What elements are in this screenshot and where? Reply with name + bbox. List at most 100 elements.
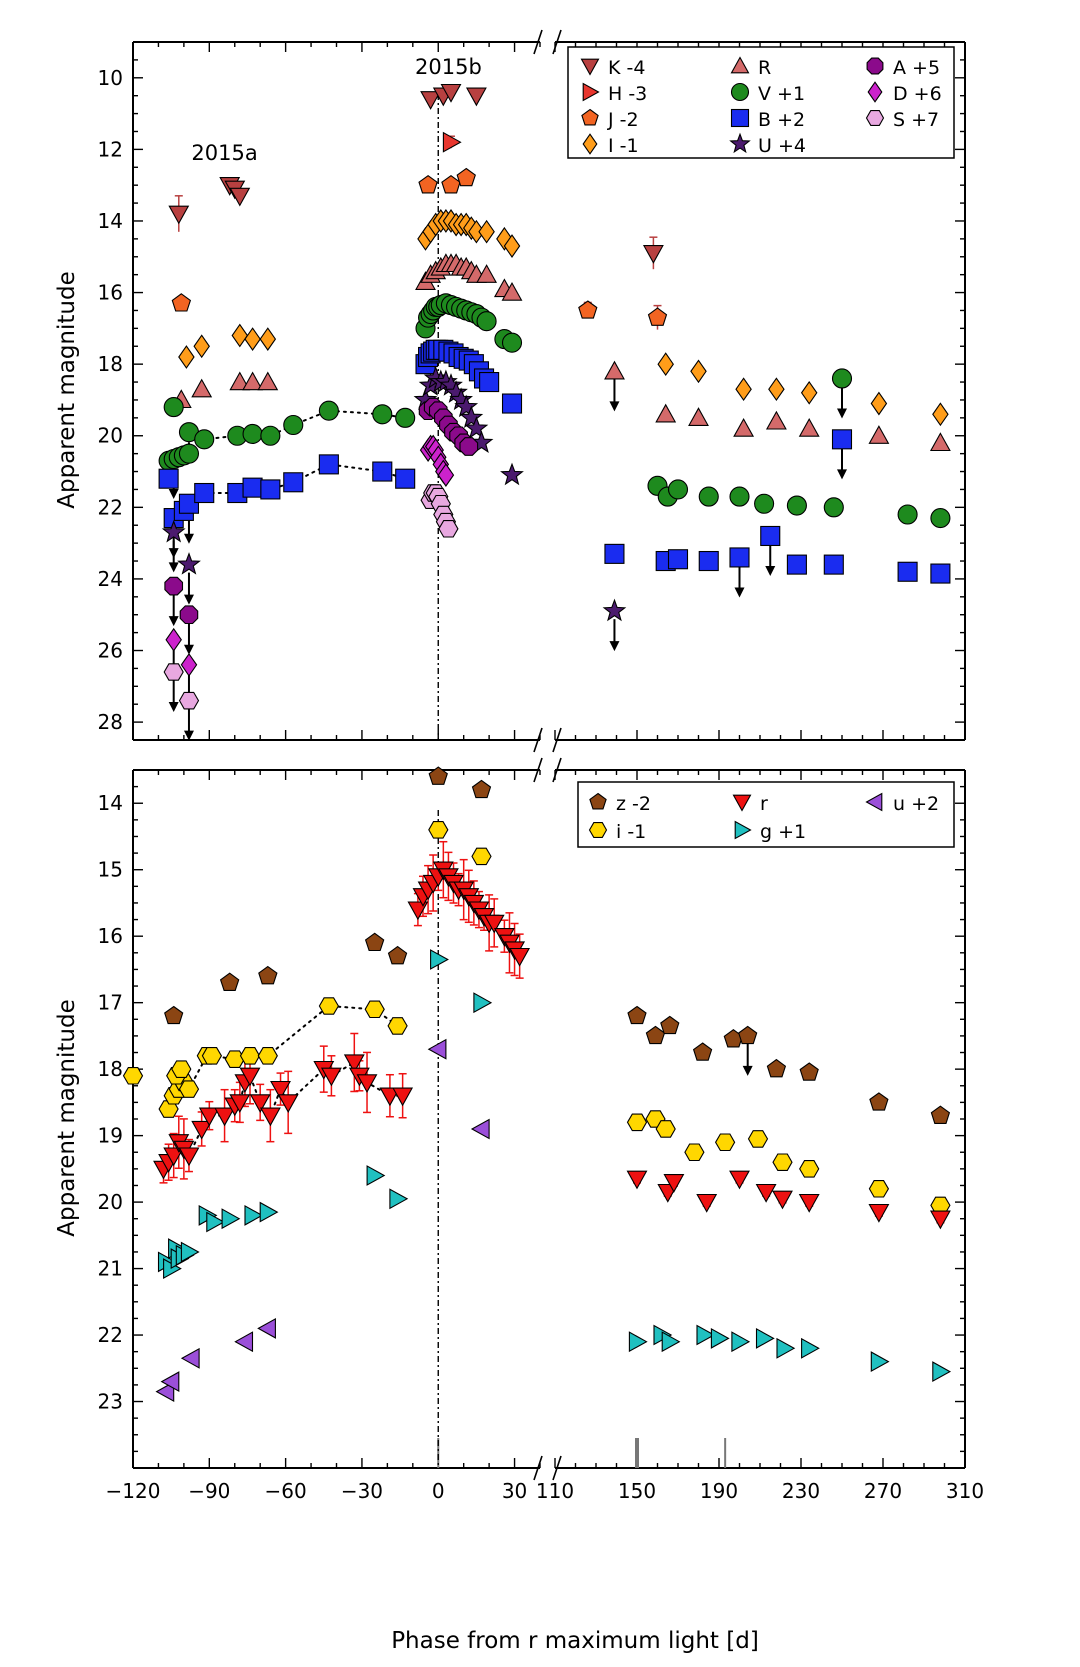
legend-label: U +4 <box>758 135 806 157</box>
upper-limit-arrowhead <box>183 533 194 544</box>
legend-label: i -1 <box>616 821 646 843</box>
data-point-u-2 <box>427 1038 447 1060</box>
data-point-b-2 <box>479 372 500 393</box>
data-point-i-1 <box>684 1143 705 1162</box>
data-point-j-2 <box>456 167 476 187</box>
legend-label: r <box>760 793 768 815</box>
data-point-v-1 <box>260 425 281 446</box>
data-point-g-1 <box>259 1201 279 1223</box>
series-a-5 <box>164 397 479 625</box>
legend-marker-s-7 <box>865 110 885 126</box>
data-point-a-5 <box>164 576 184 596</box>
data-point-z-2 <box>738 1025 758 1045</box>
series-u-2 <box>155 1038 490 1403</box>
data-point-k-4 <box>440 83 462 103</box>
axis-break-mark <box>533 727 543 753</box>
x-tick-label: 150 <box>618 1479 656 1503</box>
x-tick-label: 190 <box>700 1479 738 1503</box>
data-point-i-1 <box>735 377 752 402</box>
legend-marker-b-2 <box>730 108 750 128</box>
data-point-r <box>356 1074 378 1094</box>
data-point-b-2 <box>194 482 215 504</box>
data-point-b-2 <box>823 554 844 575</box>
upper-limit-arrowhead <box>742 1065 753 1076</box>
upper-limit-arrowhead <box>168 489 179 500</box>
data-point-u-4 <box>459 405 484 428</box>
data-point-k-4 <box>420 91 442 110</box>
data-point-z-2 <box>164 1005 184 1025</box>
data-point-i-1 <box>387 1017 408 1035</box>
series-j-2 <box>171 167 668 326</box>
data-point-v-1 <box>897 504 918 525</box>
data-point-k-4 <box>229 187 251 207</box>
upper-limit-arrowhead <box>609 641 620 652</box>
data-point-g-1 <box>755 1327 775 1349</box>
y-tick-label: 22 <box>98 1323 123 1347</box>
legend-marker-a-5 <box>866 57 884 75</box>
data-point-z-2 <box>645 1025 666 1045</box>
legend-marker-k-4 <box>580 58 600 76</box>
data-point-i-1 <box>224 1050 245 1068</box>
data-point-v-1 <box>163 397 184 418</box>
data-point-b-2 <box>897 561 918 582</box>
data-point-g-1 <box>661 1331 681 1353</box>
legend-label: I -1 <box>608 135 639 157</box>
data-point-i-1 <box>239 1047 261 1065</box>
data-point-r <box>191 1120 213 1140</box>
data-point-j-2 <box>647 307 668 326</box>
data-point-r <box>320 1067 342 1087</box>
x-tick-label: 0 <box>432 1479 445 1503</box>
y-axis-label: Apparent magnitude <box>54 999 80 1236</box>
series-z-2 <box>164 766 951 1124</box>
series-v-1 <box>158 293 951 529</box>
data-point-d-6 <box>180 652 198 677</box>
data-point-b-2 <box>242 477 263 498</box>
y-tick-label: 22 <box>98 495 123 519</box>
data-point-v-1 <box>754 493 775 514</box>
data-point-g-1 <box>206 1211 226 1233</box>
data-point-v-1 <box>178 443 200 464</box>
data-point-r <box>626 1170 648 1190</box>
data-point-i-1 <box>932 402 949 427</box>
axis-break-mark <box>533 757 543 783</box>
data-point-b-2 <box>372 461 393 482</box>
series-r <box>170 253 951 452</box>
data-point-i-1 <box>772 1153 793 1171</box>
data-point-v-1 <box>395 407 416 428</box>
data-point-a-5 <box>179 605 199 625</box>
data-point-g-1 <box>180 1241 200 1263</box>
data-point-i-1 <box>257 1047 278 1065</box>
annotation-label: 2015b <box>415 55 482 79</box>
legend-marker-d-6 <box>867 81 883 103</box>
data-point-i-1 <box>193 334 210 359</box>
data-point-u-2 <box>155 1381 175 1403</box>
data-point-z-2 <box>387 945 408 965</box>
series-b-2 <box>158 339 951 584</box>
data-point-u-2 <box>160 1371 180 1393</box>
y-tick-label: 23 <box>98 1390 123 1414</box>
data-point-r <box>483 914 505 934</box>
data-point-z-2 <box>627 1005 647 1025</box>
data-point-g-1 <box>628 1331 648 1353</box>
series-g-1 <box>157 949 952 1383</box>
data-point-v-1 <box>698 486 719 507</box>
data-point-u-2 <box>180 1347 200 1369</box>
data-point-s-7 <box>178 691 200 710</box>
axis-break-mark <box>552 727 562 753</box>
data-point-b-2 <box>283 472 304 493</box>
data-point-i-1 <box>178 345 195 369</box>
legend-label: J -2 <box>607 109 639 131</box>
data-point-i-1 <box>478 219 495 244</box>
x-tick-label: −30 <box>341 1479 383 1503</box>
data-point-g-1 <box>801 1337 820 1359</box>
data-point-u-2 <box>470 1118 490 1140</box>
series-s-7 <box>163 484 459 710</box>
data-point-i-1 <box>747 1130 769 1148</box>
data-point-i-1 <box>768 377 785 402</box>
data-point-r <box>733 417 755 437</box>
data-point-v-1 <box>372 404 393 425</box>
series-k-4 <box>168 83 664 264</box>
x-tick-label: 270 <box>864 1479 902 1503</box>
data-point-r <box>277 1094 299 1114</box>
data-point-s-7 <box>163 663 184 681</box>
